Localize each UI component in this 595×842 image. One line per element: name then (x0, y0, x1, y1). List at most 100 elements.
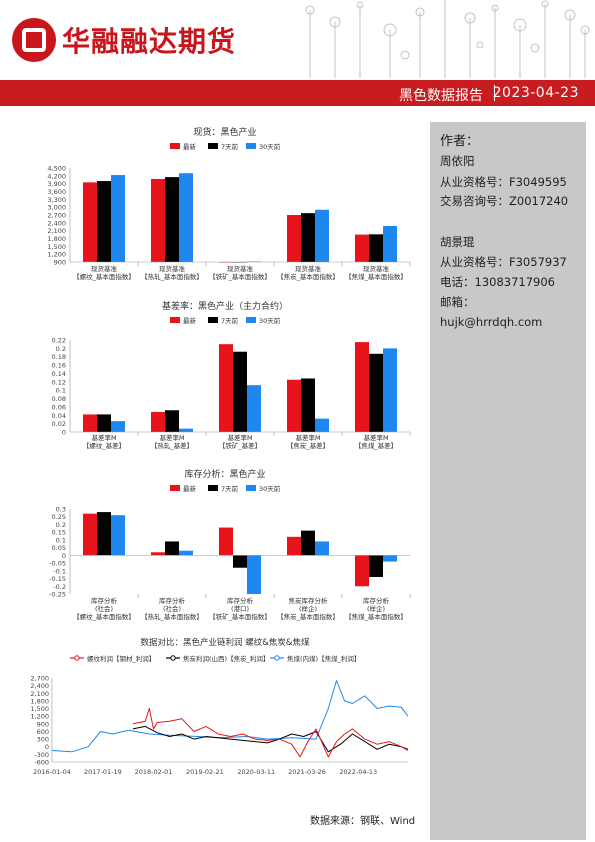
x-tick-label: 2017-01-19 (84, 768, 122, 776)
bar-0-1 (97, 181, 111, 262)
bar-4-0 (355, 342, 369, 432)
legend-swatch-d30 (246, 143, 256, 149)
y-tick-label: 0.06 (52, 403, 66, 411)
bar-2-2 (247, 385, 261, 432)
legend-label-latest: 最新 (183, 316, 197, 325)
y-tick-label: -600 (34, 759, 49, 767)
series-line-0 (132, 708, 409, 758)
company-logo (12, 18, 56, 62)
category-label: 【铁矿_基差】 (219, 441, 261, 450)
bar-3-0 (287, 215, 301, 262)
legend-label-2: 焦煤(内煤)【焦煤_利润】 (287, 654, 360, 663)
series-line-2 (51, 680, 409, 753)
chart-title: 库存分析：黑色产业 (184, 468, 265, 480)
data-source: 数据来源：钢联、Wind (310, 816, 416, 827)
category-label: (样企) (299, 604, 317, 613)
y-tick-label: 0.04 (52, 412, 66, 420)
y-tick-label: 3,000 (47, 204, 66, 212)
x-tick-label: 2020-03-11 (237, 768, 275, 776)
author2-name: 胡景琨 (440, 235, 475, 249)
bar-1-1 (165, 410, 179, 432)
legend-label-latest: 最新 (183, 142, 197, 151)
y-tick-label: 0.25 (52, 513, 66, 521)
bar-0-1 (97, 512, 111, 556)
legend-swatch-d30 (246, 317, 256, 323)
y-tick-label: 600 (37, 728, 49, 736)
inventory-chart: 库存分析：黑色产业 最新 7天前 30天前 0.3 0.25 0.2 0.15 0.1 0.05 0… (30, 464, 420, 630)
legend-swatch-latest (170, 485, 180, 491)
bar-3-1 (301, 530, 315, 556)
legend-swatch-d7 (208, 143, 218, 149)
y-tick-label: 0.22 (52, 337, 66, 345)
author2-license: 从业资格号：F3057937 (440, 255, 567, 269)
y-tick-label: 0 (45, 743, 49, 751)
bar-1-2 (179, 550, 193, 556)
bar-4-0 (355, 234, 369, 262)
category-label: 焦炭库存分析 (289, 596, 329, 605)
y-tick-label: -300 (34, 751, 49, 759)
chart-title: 基差率：黑色产业（主力合约） (162, 300, 288, 312)
bar-0-1 (97, 414, 111, 432)
email-link[interactable]: hujk@hrrdqh.com (440, 315, 543, 329)
y-tick-label: 1,200 (30, 713, 49, 721)
y-tick-label: 0.3 (56, 506, 66, 514)
bar-3-2 (315, 209, 329, 262)
y-tick-label: 2,400 (47, 219, 66, 227)
category-label: 【焦炭_基本面指数】 (277, 612, 339, 621)
y-tick-label: 0.14 (52, 370, 66, 378)
category-label: 【铁矿_基本面指数】 (209, 272, 271, 281)
y-tick-label: 2,400 (30, 682, 49, 690)
series-line-1 (132, 725, 409, 753)
bar-1-2 (179, 428, 193, 432)
category-label: 【焦炭_基本面指数】 (277, 272, 339, 281)
company-name: 华融融达期货 (62, 25, 237, 58)
y-tick-label: 1,800 (30, 697, 49, 705)
bar-0-0 (83, 513, 97, 556)
y-tick-label: 0.15 (52, 529, 66, 537)
bar-1-0 (151, 552, 165, 556)
category-label: 【焦炭_基差】 (287, 441, 329, 450)
bar-0-2 (111, 515, 125, 556)
category-label: 基差率M (227, 433, 252, 442)
y-tick-label: -0.05 (49, 560, 66, 568)
y-tick-label: 1,200 (47, 251, 66, 259)
category-label: 库存分析 (363, 596, 390, 605)
chart-title: 现货：黑色产业 (193, 126, 256, 138)
y-tick-label: 0.05 (52, 544, 66, 552)
legend-swatch-latest (170, 143, 180, 149)
legend-label-d7: 7天前 (221, 484, 239, 493)
bar-3-2 (315, 418, 329, 432)
spot-price-chart: 现货：黑色产业 最新 7天前 30天前 4,500 4,200 3,900 3,600 3,30… (30, 122, 420, 292)
author1-name: 周依阳 (440, 154, 475, 168)
y-tick-label: 0 (62, 429, 66, 437)
category-label: 【热轧_基本面指数】 (141, 612, 203, 621)
x-tick-label: 2016-01-04 (33, 768, 71, 776)
category-label: 基差率M (363, 433, 388, 442)
y-tick-label: 0.12 (52, 378, 66, 386)
x-tick-label: 2021-03-26 (288, 768, 326, 776)
legend-marker-0 (74, 655, 80, 661)
author-sidebar: 作者： 周依阳 从业资格号：F3049595 交易咨询号：Z0017240 胡景… (430, 122, 586, 840)
y-tick-label: 3,600 (47, 188, 66, 196)
legend-marker-2 (274, 655, 280, 661)
bar-4-2 (383, 555, 397, 562)
y-tick-label: 0.02 (52, 420, 66, 428)
y-tick-label: 0.2 (56, 345, 66, 353)
bar-2-1 (233, 351, 247, 432)
y-tick-label: 0.08 (52, 395, 66, 403)
y-tick-label: 1,500 (47, 243, 66, 251)
bar-4-1 (369, 234, 383, 262)
bar-1-1 (165, 541, 179, 556)
category-label: 现货基准 (295, 264, 322, 273)
category-label: 【焦煤_基本面指数】 (345, 612, 407, 621)
email-label: 邮箱： (440, 295, 475, 309)
category-label: 【铁矿_基本面指数】 (209, 612, 271, 621)
category-label: 库存分析 (91, 596, 118, 605)
y-tick-label: 2,100 (30, 690, 49, 698)
bar-4-2 (383, 348, 397, 432)
category-label: 【螺纹_基本面指数】 (73, 272, 135, 281)
category-label: (社会) (163, 604, 181, 613)
